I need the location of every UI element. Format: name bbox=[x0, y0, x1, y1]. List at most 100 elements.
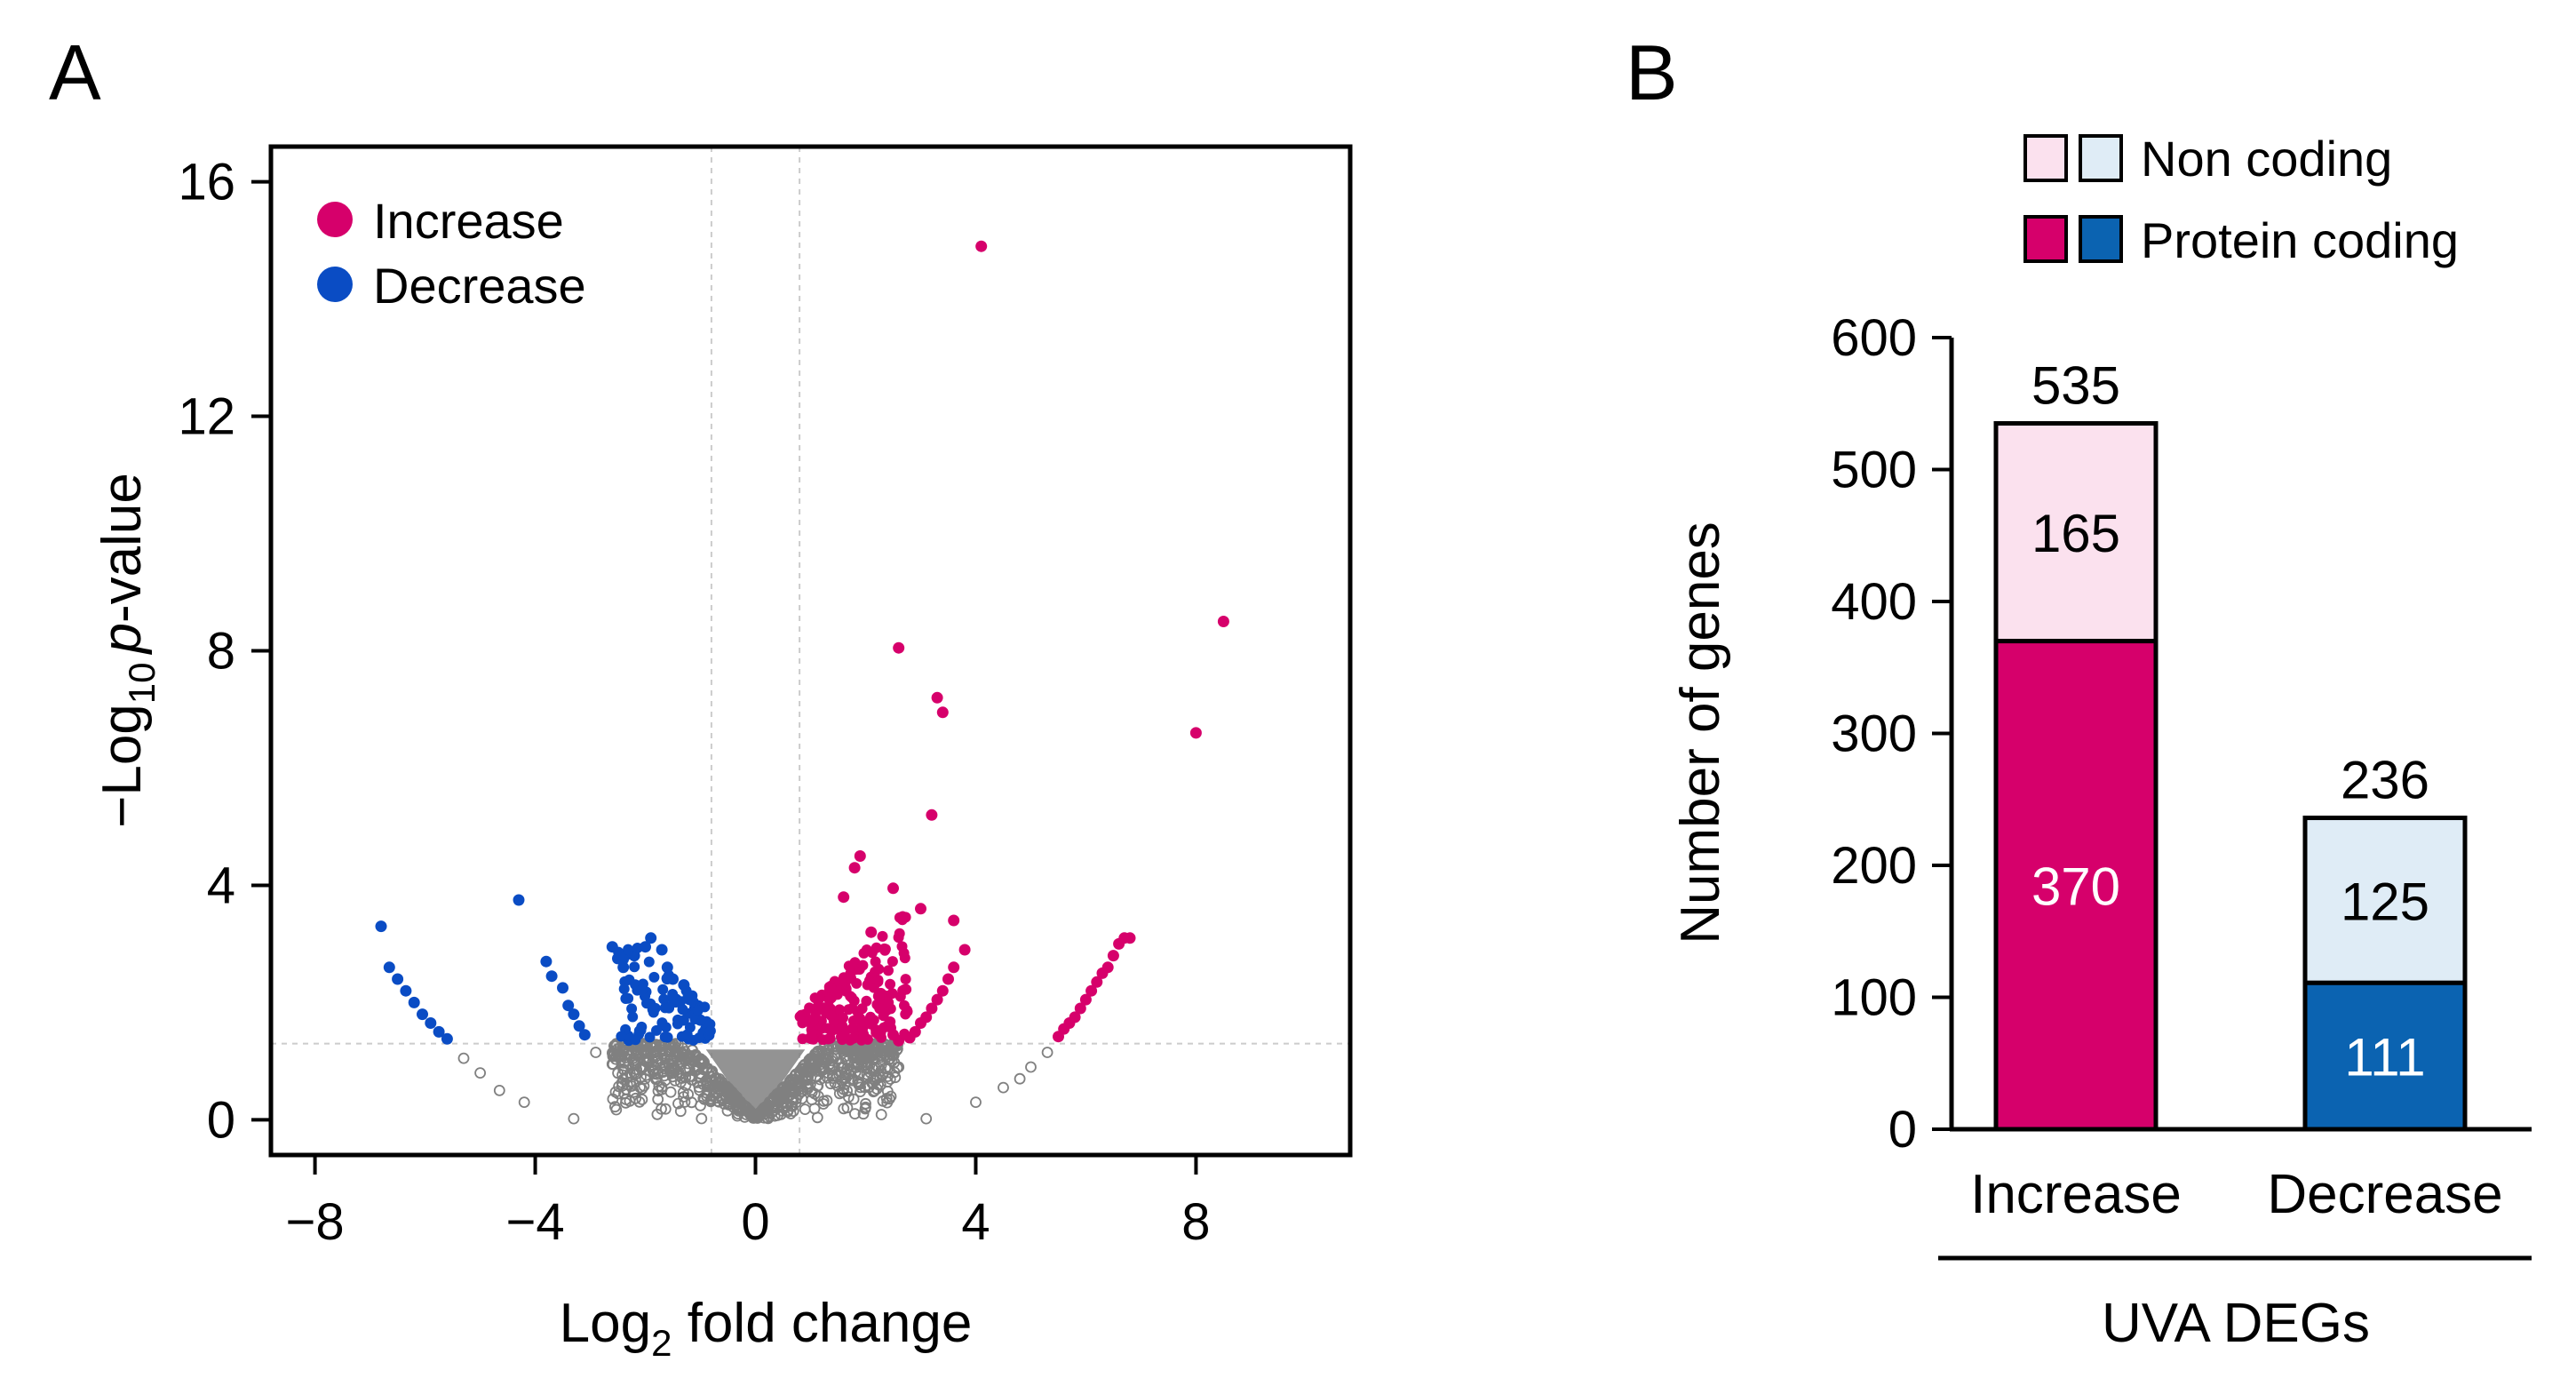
x-tick-label: 8 bbox=[1181, 1193, 1210, 1251]
legend-noncoding-decrease-swatch bbox=[2079, 134, 2123, 182]
increase-point bbox=[1189, 727, 1202, 739]
ns-point bbox=[863, 1081, 875, 1094]
increase-point bbox=[823, 994, 835, 1006]
volcano-y-axis-title-italic: p bbox=[91, 623, 153, 655]
ns-point bbox=[704, 1093, 717, 1104]
decrease-point bbox=[433, 1025, 445, 1038]
ns-point bbox=[875, 1109, 887, 1120]
increase-point bbox=[887, 882, 899, 895]
ns-point bbox=[871, 1072, 883, 1085]
increase-point bbox=[823, 1033, 834, 1045]
ns-point bbox=[688, 1064, 701, 1077]
ns-point bbox=[664, 1065, 676, 1078]
volcano-ns-cloud bbox=[607, 1038, 903, 1125]
increase-point bbox=[1113, 937, 1125, 950]
ns-point bbox=[794, 1076, 807, 1088]
increase-point bbox=[848, 862, 861, 874]
ns-point bbox=[662, 1057, 674, 1070]
y-tick-label: 8 bbox=[207, 623, 235, 681]
decrease-point bbox=[623, 944, 634, 955]
legend-decrease-label: Decrease bbox=[373, 258, 586, 314]
decrease-point bbox=[661, 974, 672, 985]
ns-point bbox=[861, 1052, 873, 1064]
ns-point bbox=[814, 1073, 826, 1086]
ns-point bbox=[785, 1093, 798, 1105]
increase-point bbox=[857, 960, 869, 971]
ns-point bbox=[671, 1051, 683, 1063]
ns-point bbox=[776, 1105, 788, 1117]
ns-point bbox=[656, 1103, 667, 1115]
decrease-point bbox=[645, 932, 657, 944]
increase-point bbox=[845, 968, 856, 979]
ns-point bbox=[860, 1101, 871, 1113]
legend-increase-label: Increase bbox=[373, 193, 564, 249]
decrease-point bbox=[664, 1002, 675, 1014]
increase-point bbox=[839, 1030, 850, 1041]
increase-point bbox=[879, 944, 891, 956]
ns-point bbox=[837, 1087, 848, 1098]
ns-point bbox=[633, 1095, 646, 1108]
bar-y-tick-label: 200 bbox=[1831, 837, 1917, 895]
increase-point bbox=[896, 941, 908, 952]
increase-point bbox=[926, 1002, 938, 1015]
increase-point bbox=[847, 1002, 858, 1014]
x-tick-label: 0 bbox=[741, 1193, 769, 1251]
ns-point bbox=[672, 1097, 684, 1110]
bar-total-increase: 535 bbox=[2031, 356, 2120, 416]
ns-point bbox=[803, 1054, 815, 1066]
bar-noncoding-increase bbox=[1993, 421, 2159, 644]
y-tick-label: 0 bbox=[207, 1091, 235, 1149]
volcano-y-axis-title-rest: -value bbox=[91, 473, 153, 623]
decrease-point bbox=[656, 944, 668, 956]
ns-point bbox=[811, 1111, 823, 1124]
increase-point bbox=[902, 1005, 912, 1016]
ns-point bbox=[664, 1086, 677, 1098]
decrease-point bbox=[678, 1015, 689, 1026]
decrease-point bbox=[704, 1025, 716, 1037]
volcano-x-axis-title: Log2 fold change bbox=[560, 1293, 973, 1364]
ns-point bbox=[656, 1044, 668, 1056]
volcano-legend: Increase Decrease bbox=[317, 193, 586, 314]
ns-point bbox=[590, 1047, 602, 1058]
ns-point bbox=[857, 1108, 870, 1120]
increase-point bbox=[808, 1013, 820, 1024]
increase-point bbox=[900, 974, 911, 985]
ns-point bbox=[861, 1079, 873, 1092]
decrease-point bbox=[557, 982, 568, 994]
ns-point bbox=[714, 1076, 726, 1087]
increase-point bbox=[1085, 984, 1098, 997]
volcano-y-axis: 0 4 8 12 16 bbox=[178, 154, 271, 1149]
y-tick-label: 16 bbox=[178, 154, 235, 211]
bar-protein-decrease bbox=[2302, 980, 2468, 1132]
bar-y-axis: 0 100 200 300 400 500 600 bbox=[1831, 309, 1952, 1159]
legend-protein-increase-swatch bbox=[2023, 215, 2068, 263]
ns-point bbox=[812, 1079, 824, 1092]
decrease-point bbox=[408, 996, 420, 1008]
bar-marks: 370 165 535 111 125 236 bbox=[1993, 356, 2468, 1132]
increase-point bbox=[1107, 950, 1119, 962]
increase-point bbox=[886, 988, 898, 1000]
bar-category-decrease: Decrease bbox=[2267, 1164, 2502, 1225]
ns-point bbox=[674, 1105, 687, 1118]
increase-point bbox=[1079, 993, 1092, 1006]
ns-point bbox=[629, 1044, 641, 1056]
increase-point bbox=[893, 641, 905, 654]
increase-point bbox=[871, 1027, 882, 1039]
volcano-x-axis-title-rest: fold change bbox=[672, 1293, 972, 1354]
ns-point bbox=[884, 1073, 896, 1085]
increase-point bbox=[883, 997, 894, 1008]
increase-point bbox=[797, 1033, 808, 1045]
increase-point bbox=[897, 911, 909, 922]
volcano-x-axis: −8 −4 0 4 8 bbox=[286, 1155, 1211, 1251]
ns-point bbox=[723, 1084, 735, 1095]
volcano-y-axis-title-sub: 10 bbox=[121, 662, 163, 704]
ns-point bbox=[707, 1090, 719, 1103]
decrease-point bbox=[675, 996, 687, 1008]
y-tick-label: 4 bbox=[207, 856, 235, 914]
ns-point bbox=[824, 1078, 837, 1090]
ns-point bbox=[640, 1044, 652, 1055]
decrease-point bbox=[643, 956, 655, 968]
ns-point bbox=[804, 1062, 816, 1074]
volcano-points bbox=[375, 240, 1229, 1125]
